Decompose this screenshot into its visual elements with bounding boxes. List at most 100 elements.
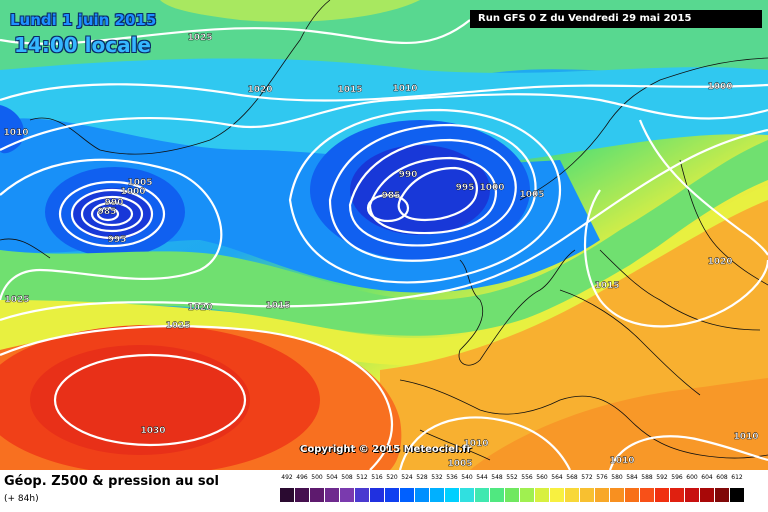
color-scale-swatch — [535, 488, 549, 502]
isobar-990-north-sea — [397, 166, 478, 222]
color-scale-label: 592 — [656, 474, 668, 481]
forecast-lead-time: (+ 84h) — [4, 494, 39, 504]
color-scale-label: 560 — [536, 474, 548, 481]
legend-bar: Géop. Z500 & pression au sol (+ 84h) 492… — [0, 470, 768, 512]
isobar-label: 1015 — [337, 85, 362, 95]
isobar-label: 1020 — [247, 85, 272, 95]
color-scale-label: 532 — [431, 474, 443, 481]
color-scale-label: 516 — [371, 474, 383, 481]
isobar-1010-south — [398, 416, 571, 470]
color-scale-swatch — [595, 488, 609, 502]
variable-title: Géop. Z500 & pression au sol — [4, 474, 219, 489]
country-borders-1 — [559, 289, 701, 396]
isobar-1000-north-sea — [348, 138, 517, 247]
color-scale-label: 576 — [596, 474, 608, 481]
color-scale-label: 548 — [491, 474, 503, 481]
isobar-label: 985 — [98, 207, 117, 217]
coastlines — [0, 0, 768, 461]
isobar-1010-north-sea — [288, 108, 562, 284]
color-scale-label: 540 — [461, 474, 473, 481]
isobar-label: 995 — [456, 183, 475, 193]
model-run-label: Run GFS 0 Z du Vendredi 29 mai 2015 — [470, 10, 762, 28]
z500-core-high-atlantic-inner — [30, 345, 250, 455]
isobar-1030-atlantic — [53, 353, 247, 447]
color-scale-label: 604 — [701, 474, 713, 481]
isobar-label: 1010 — [392, 84, 417, 94]
color-scale-swatch — [475, 488, 489, 502]
isobar-label: 1000 — [120, 187, 145, 197]
forecast-date-title: Lundi 1 juin 2015 — [10, 11, 157, 29]
color-scale-label: 500 — [311, 474, 323, 481]
color-scale-label: 556 — [521, 474, 533, 481]
isobar-label: 1020 — [707, 257, 732, 267]
isobars — [0, 19, 768, 470]
norway-coast — [519, 57, 768, 201]
color-scale-label: 524 — [401, 474, 413, 481]
isobar-label: 1010 — [609, 456, 634, 466]
isobar-1025-atlantic — [0, 325, 393, 470]
isobar-label: 1010 — [3, 128, 28, 138]
isobar-1000-atlantic — [70, 188, 154, 240]
isobar-1015-europe — [583, 189, 768, 328]
color-scale-label: 608 — [716, 474, 728, 481]
color-scale-label: 600 — [686, 474, 698, 481]
mediterranean-coast — [399, 379, 768, 459]
color-scale-swatch — [460, 488, 474, 502]
color-scale-swatch — [355, 488, 369, 502]
color-scale-label: 596 — [671, 474, 683, 481]
isobar-label: 1030 — [140, 426, 165, 436]
isobar-1020-north — [0, 83, 768, 102]
color-scale-swatch — [445, 488, 459, 502]
color-scale-label: 536 — [446, 474, 458, 481]
british-isles-coast — [458, 249, 576, 366]
z500-band-green-south — [0, 140, 768, 336]
color-scale-swatch — [490, 488, 504, 502]
color-scale: 492 496 500 504 508 512 516 520 524 528 532 536 540 5… — [280, 472, 750, 510]
color-scale-swatch — [400, 488, 414, 502]
color-scale-swatch — [370, 488, 384, 502]
isobar-label: 1000 — [707, 82, 732, 92]
color-scale-swatch — [685, 488, 699, 502]
color-scale-swatch — [520, 488, 534, 502]
z500-band-orange-south — [470, 378, 768, 470]
copyright-notice: Copyright © 2015 Meteociel.fr — [300, 444, 472, 455]
color-scale-label: 544 — [476, 474, 488, 481]
color-scale-swatch — [625, 488, 639, 502]
color-scale-label: 572 — [581, 474, 593, 481]
isobar-label: 1005 — [519, 190, 544, 200]
color-scale-swatch — [415, 488, 429, 502]
isobar-label: 1025 — [4, 295, 29, 305]
color-scale-swatch — [715, 488, 729, 502]
country-borders-2 — [599, 249, 761, 331]
color-scale-swatch — [280, 488, 294, 502]
color-scale-swatch — [700, 488, 714, 502]
color-scale-label: 528 — [416, 474, 428, 481]
color-scale-label: 492 — [281, 474, 293, 481]
isobar-label: 990 — [399, 170, 418, 180]
isobar-995-atlantic — [80, 195, 144, 233]
isobar-label: 1005 — [447, 459, 472, 469]
isobar-label: 995 — [108, 235, 127, 245]
color-scale-label: 552 — [506, 474, 518, 481]
isobar-label: 1010 — [733, 432, 758, 442]
color-scale-label: 512 — [356, 474, 368, 481]
color-scale-label: 564 — [551, 474, 563, 481]
isobar-label: 1005 — [127, 178, 152, 188]
isobar-label: 1010 — [463, 439, 488, 449]
isobar-1020-mid — [0, 128, 768, 322]
isobar-label: 1000 — [479, 183, 504, 193]
color-scale-label: 588 — [641, 474, 653, 481]
color-scale-swatch — [550, 488, 564, 502]
color-scale-label: 508 — [341, 474, 353, 481]
isobar-label: 1015 — [594, 281, 619, 291]
isobar-995-north-sea — [368, 156, 498, 235]
isobar-label: 1025 — [187, 33, 212, 43]
color-scale-swatch — [325, 488, 339, 502]
isobar-1020-east — [638, 119, 768, 256]
color-scale-swatch — [385, 488, 399, 502]
color-scale-swatch — [655, 488, 669, 502]
labrador-coast — [0, 238, 51, 259]
